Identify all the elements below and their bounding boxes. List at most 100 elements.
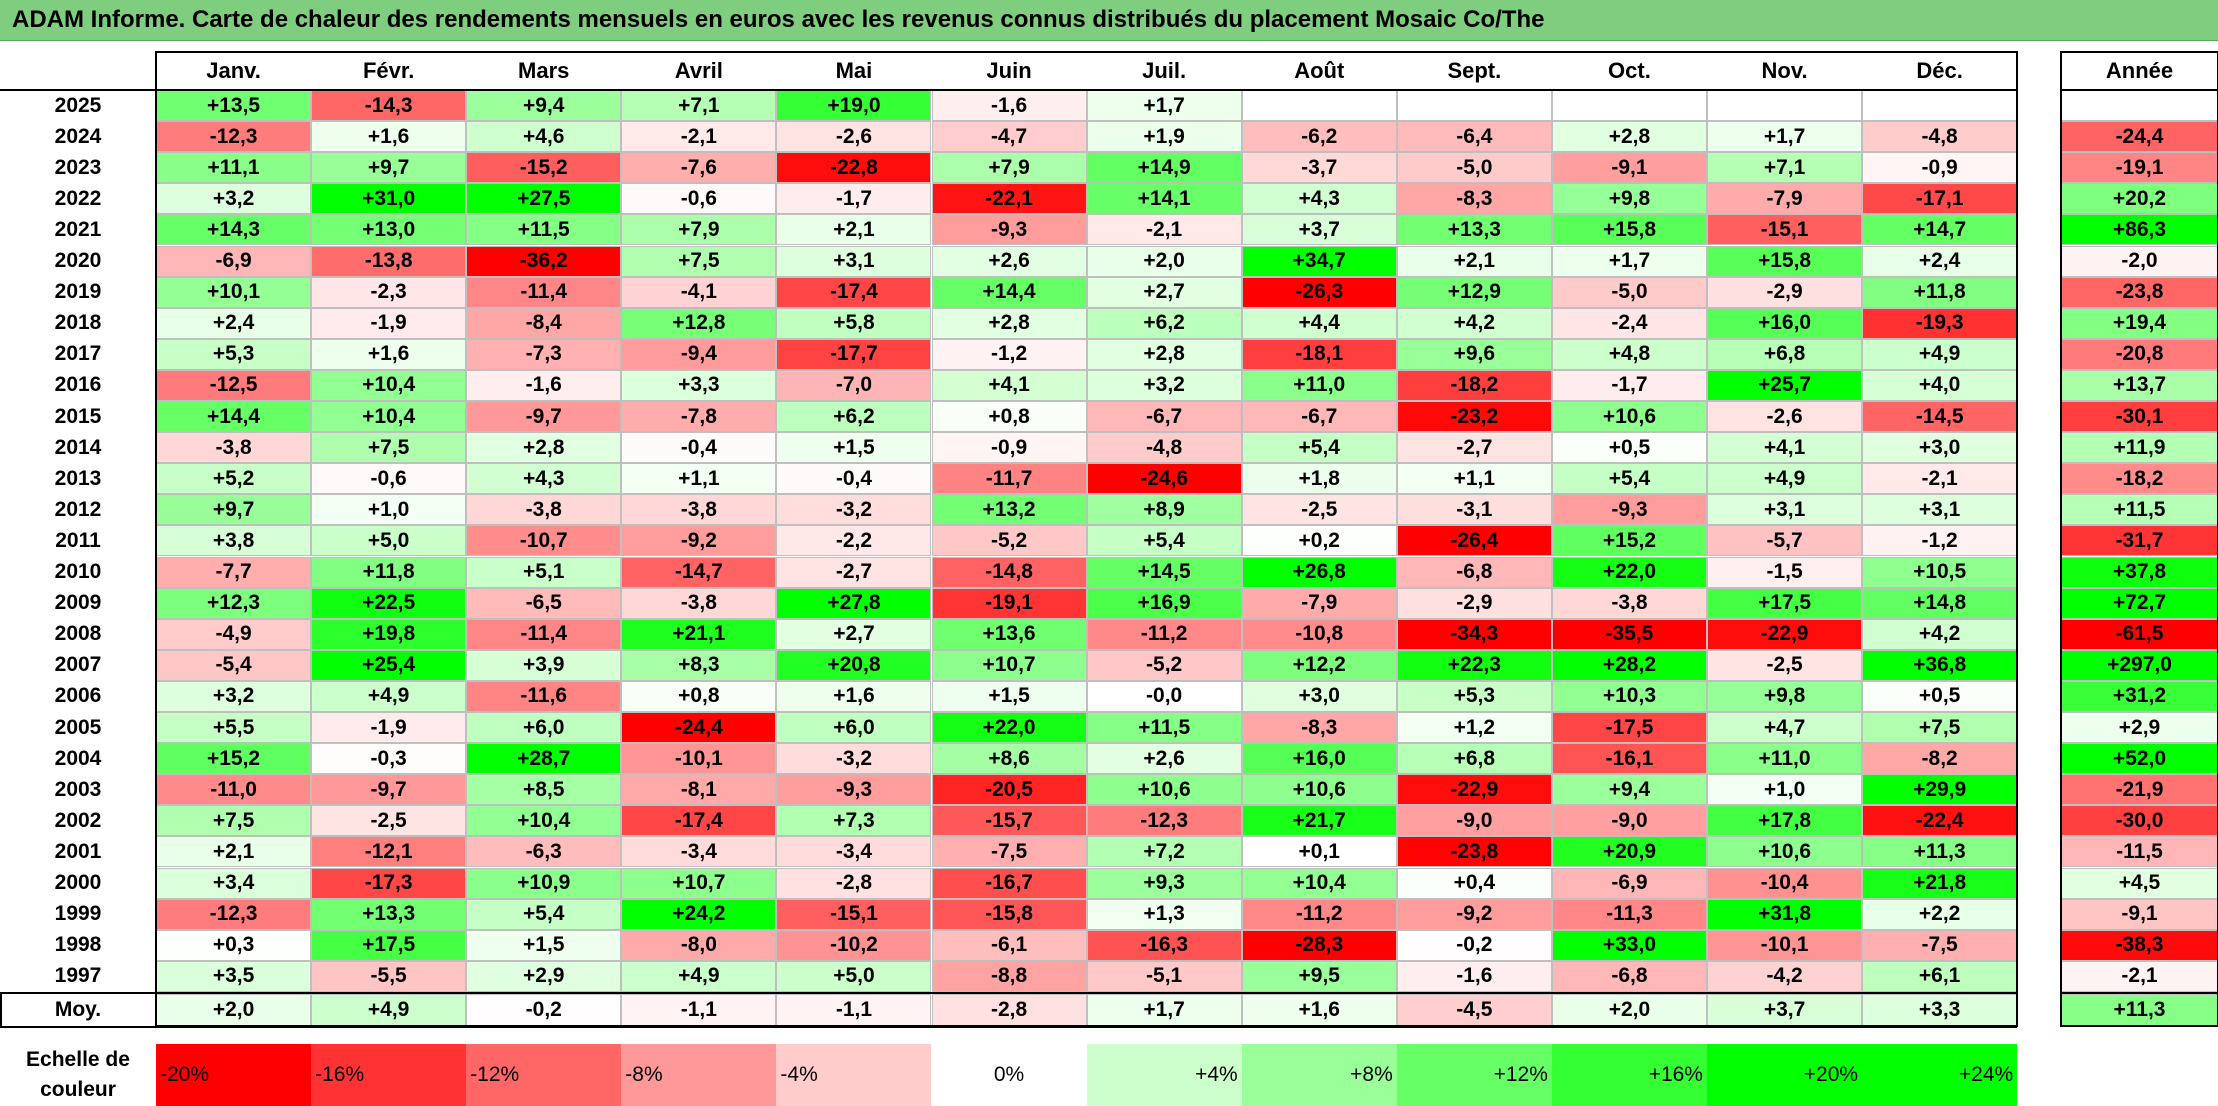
heatmap-cell: -19,1 [931, 587, 1087, 619]
heatmap-cell: +3,5 [156, 960, 312, 992]
heatmap-cell: -3,8 [156, 432, 312, 464]
heatmap-cell: +2,7 [776, 618, 932, 650]
heatmap-cell: +6,2 [776, 401, 932, 433]
month-header: Mars [518, 58, 570, 83]
year-label: 2003 [54, 777, 102, 801]
heatmap-cell: -1,2 [1862, 525, 2018, 557]
month-header: Févr. [362, 58, 415, 83]
heatmap-cell: +4,6 [466, 121, 622, 153]
annual-cell: -30,1 [2061, 401, 2218, 433]
heatmap-cell: -16,7 [931, 867, 1087, 899]
heatmap-cell: +14,1 [1086, 183, 1242, 215]
heatmap-cell: -9,7 [466, 401, 622, 433]
year-label: 2002 [54, 808, 102, 832]
heatmap-cell: +1,7 [1551, 245, 1707, 277]
average-cell: +1,7 [1086, 993, 1242, 1026]
year-label: 2009 [54, 591, 102, 615]
annual-cell: -11,5 [2061, 836, 2218, 868]
legend-swatch: 0% [931, 1044, 1087, 1106]
heatmap-cell: -6,9 [156, 245, 312, 277]
year-label: 2008 [54, 622, 102, 646]
heatmap-cell: +2,8 [1551, 121, 1707, 153]
heatmap-cell: -9,2 [1396, 898, 1552, 930]
heatmap-cell: +1,5 [931, 680, 1087, 712]
heatmap-cell: +2,0 [1086, 245, 1242, 277]
heatmap-cell: +21,8 [1862, 867, 2018, 899]
year-label: 2016 [54, 373, 102, 397]
heatmap-cell: -3,8 [1551, 587, 1707, 619]
annual-cell: +2,9 [2061, 712, 2218, 744]
heatmap-cell: -18,2 [1396, 369, 1552, 401]
year-label: 2000 [54, 871, 102, 895]
heatmap-cell: +3,0 [1862, 432, 2018, 464]
heatmap-cell: +33,0 [1551, 929, 1707, 961]
heatmap-cell: +6,0 [466, 712, 622, 744]
heatmap-cell: +0,8 [931, 401, 1087, 433]
heatmap-cell: +8,3 [621, 649, 777, 681]
heatmap-cell: +3,2 [156, 183, 312, 215]
heatmap-cell: +5,1 [466, 556, 622, 588]
heatmap-cell: -16,1 [1551, 743, 1707, 775]
annual-cell: +31,2 [2061, 680, 2218, 712]
heatmap-cell: -0,6 [311, 463, 467, 495]
annual-cell: -24,4 [2061, 121, 2218, 153]
heatmap-cell: -14,3 [311, 90, 467, 122]
heatmap-cell: -15,8 [931, 898, 1087, 930]
year-label: 1997 [54, 964, 102, 988]
heatmap-cell: +1,0 [311, 494, 467, 526]
heatmap-cell: -7,8 [621, 401, 777, 433]
heatmap-cell: +2,4 [1862, 245, 2018, 277]
heatmap-cell: +27,8 [776, 587, 932, 619]
heatmap-cell: +0,2 [1241, 525, 1397, 557]
heatmap-cell: +5,8 [776, 307, 932, 339]
heatmap-cell: -24,4 [621, 712, 777, 744]
year-label: 2015 [54, 404, 102, 428]
heatmap-cell: -0,4 [621, 432, 777, 464]
average-divider [0, 991, 2018, 994]
heatmap-cell: -6,5 [466, 587, 622, 619]
annual-header-divider [2061, 89, 2218, 91]
heatmap-cell: -2,5 [311, 805, 467, 837]
heatmap-cell: +6,8 [1396, 743, 1552, 775]
heatmap-cell: -6,9 [1551, 867, 1707, 899]
heatmap-cell: +3,0 [1241, 680, 1397, 712]
annual-cell: +20,2 [2061, 183, 2218, 215]
year-label: 2013 [54, 466, 102, 490]
heatmap-cell: +22,3 [1396, 649, 1552, 681]
heatmap-cell: +16,0 [1707, 307, 1863, 339]
heatmap-cell: -1,6 [466, 369, 622, 401]
heatmap-cell: -2,6 [1707, 401, 1863, 433]
heatmap-cell: -10,7 [466, 525, 622, 557]
heatmap-cell: -6,1 [931, 929, 1087, 961]
heatmap-cell: -10,1 [621, 743, 777, 775]
heatmap-cell: +9,5 [1241, 960, 1397, 992]
heatmap-cell: +17,5 [1707, 587, 1863, 619]
heatmap-cell: -2,3 [311, 276, 467, 308]
heatmap-cell: -19,3 [1862, 307, 2018, 339]
average-label: Moy. [54, 997, 102, 1021]
heatmap-cell: +0,5 [1551, 432, 1707, 464]
legend-swatch: +12% [1396, 1044, 1552, 1106]
average-cell: +4,9 [311, 993, 467, 1026]
heatmap-cell: +2,8 [931, 307, 1087, 339]
heatmap-cell: -1,9 [311, 307, 467, 339]
heatmap-cell: +4,2 [1396, 307, 1552, 339]
heatmap-cell: +14,9 [1086, 152, 1242, 184]
heatmap-cell: +22,5 [311, 587, 467, 619]
heatmap-cell: -23,8 [1396, 836, 1552, 868]
heatmap-cell: +1,6 [311, 338, 467, 370]
heatmap-cell: +17,5 [311, 929, 467, 961]
heatmap-cell: -3,8 [621, 587, 777, 619]
heatmap-cell: +28,7 [466, 743, 622, 775]
heatmap-cell: -7,3 [466, 338, 622, 370]
month-header: Avril [674, 58, 723, 83]
heatmap-cell: +1,8 [1241, 463, 1397, 495]
heatmap-cell: -17,5 [1551, 712, 1707, 744]
year-label: 2005 [54, 715, 102, 739]
heatmap-cell: -15,1 [776, 898, 932, 930]
heatmap-cell: +4,2 [1862, 618, 2018, 650]
heatmap-cell: -6,8 [1396, 556, 1552, 588]
heatmap-cell: -0,6 [621, 183, 777, 215]
heatmap-cell: -7,5 [931, 836, 1087, 868]
heatmap-cell: +5,4 [1551, 463, 1707, 495]
